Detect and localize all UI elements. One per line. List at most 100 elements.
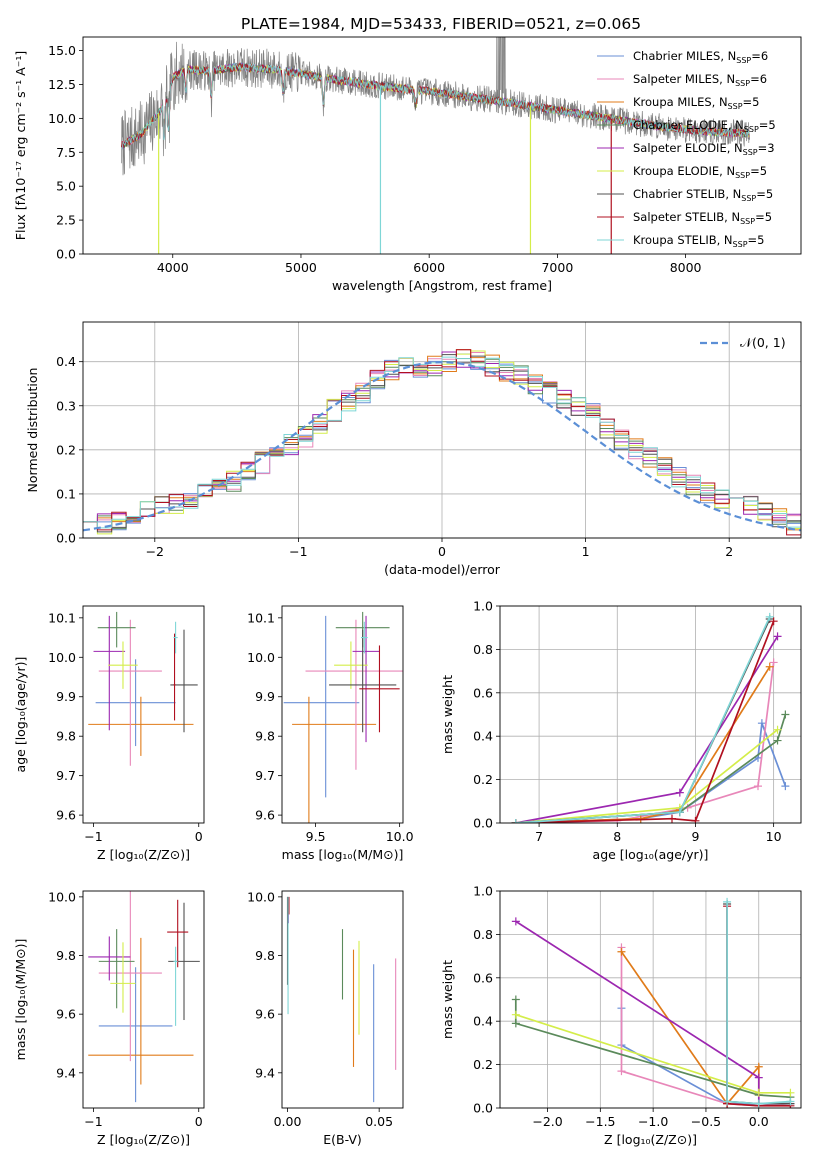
x-tick-label: −1 — [289, 544, 307, 559]
x-tick-label: −2.0 — [532, 1114, 562, 1129]
y-tick-label: 9.6 — [255, 1007, 275, 1022]
axes-frame — [499, 605, 802, 824]
legend-label: Salpeter STELIB, NSSP=5 — [633, 210, 772, 226]
plus-marker — [668, 814, 676, 823]
plot-area — [511, 612, 790, 823]
plus-marker — [675, 808, 684, 817]
plot-area — [121, 37, 750, 254]
x-tick-label: −1.0 — [638, 1114, 668, 1129]
data-point — [173, 621, 178, 654]
plus-marker — [675, 788, 684, 797]
y-tick-label: 9.9 — [56, 689, 76, 704]
y-axis-label: mass [log₁₀(M/M⊙)] — [13, 939, 28, 1061]
plus-marker — [781, 782, 790, 791]
x-tick-label: −1 — [84, 829, 102, 844]
normal-curve — [83, 360, 801, 532]
data-point — [108, 641, 138, 689]
x-tick-label: −1 — [84, 1114, 102, 1129]
model-spectrum — [121, 62, 750, 150]
plus-marker — [765, 662, 774, 671]
x-tick-label: −0.5 — [691, 1114, 721, 1129]
y-axis-label: mass weight — [440, 675, 455, 754]
chart-residuals: −2 −1 0 1 2 0.0 0.1 0.2 0.3 0.4 (data-model)/error… — [25, 321, 802, 577]
plus-marker — [511, 1019, 520, 1028]
y-tick-label: 0.6 — [473, 685, 493, 700]
x-axis-label: Z [log₁₀(Z/Z⊙)] — [604, 1132, 697, 1147]
y-tick-label: 10.0 — [48, 650, 76, 665]
y-tick-label: 9.4 — [56, 1065, 76, 1080]
y-tick-label: 0.4 — [473, 729, 493, 744]
x-tick-label: 0.0 — [749, 1114, 769, 1129]
data-point — [283, 615, 360, 798]
x-tick-label: −1.5 — [585, 1114, 615, 1129]
x-axis-label: age [log₁₀(age/yr)] — [593, 847, 709, 862]
x-tick-label: 0 — [195, 829, 203, 844]
axes-frame — [499, 890, 802, 1109]
data-point — [88, 696, 194, 756]
plot-area — [286, 896, 397, 1103]
x-tick-label: 9.5 — [306, 829, 326, 844]
legend-label: Chabrier STELIB, NSSP=5 — [633, 187, 773, 203]
y-tick-label: 0.2 — [473, 1057, 493, 1072]
plot-area — [283, 611, 403, 823]
x-axis-label: wavelength [Angstrom, rest frame] — [332, 278, 552, 293]
x-tick-label: 0.05 — [365, 1114, 393, 1129]
y-tick-label: 15.0 — [48, 43, 76, 58]
plus-marker — [754, 782, 762, 791]
y-tick-label: 9.8 — [56, 948, 76, 963]
plot-area — [88, 891, 200, 1103]
plus-marker — [754, 1099, 763, 1108]
data-point — [88, 937, 194, 1085]
plus-marker — [617, 947, 626, 956]
y-tick-label: 0.1 — [56, 486, 76, 501]
y-tick-label: 5.0 — [56, 179, 76, 194]
legend-label: Salpeter MILES, NSSP=6 — [633, 72, 767, 88]
plus-marker — [511, 917, 520, 926]
x-axis-label: Z [log₁₀(Z/Z⊙)] — [97, 847, 190, 862]
y-tick-label: 0.0 — [56, 531, 76, 546]
plus-marker — [754, 1073, 763, 1082]
plot-area — [83, 349, 801, 536]
y-tick-label: 0.0 — [473, 1101, 493, 1116]
chart-mass-vs-Z: −1 0 9.4 9.6 9.8 10.0 Z [log₁₀(Z/Z⊙)] mass [log… — [13, 889, 205, 1147]
y-tick-label: 9.6 — [255, 808, 275, 823]
x-tick-label: 6000 — [413, 260, 445, 275]
plus-marker — [786, 1097, 795, 1106]
data-point — [93, 615, 126, 731]
y-tick-label: 10.1 — [48, 610, 76, 625]
y-tick-label: 12.5 — [48, 77, 76, 92]
y-tick-label: 9.7 — [255, 768, 275, 783]
chart-weight-vs-age: 7 8 9 10 0.0 0.2 0.4 0.6 0.8 1.0 age [log₁₀(age/yr… — [440, 599, 802, 862]
plus-marker — [691, 816, 700, 823]
y-tick-label: 10.0 — [247, 889, 275, 904]
y-tick-label: 9.9 — [255, 689, 275, 704]
data-point — [292, 696, 377, 823]
data-point — [173, 633, 176, 721]
y-axis-label: age [log₁₀(age/yr)] — [13, 657, 28, 773]
plus-marker — [723, 1097, 732, 1106]
data-point — [305, 619, 403, 770]
axes-frame — [82, 890, 205, 1109]
data-point — [329, 629, 397, 733]
y-tick-label: 10.0 — [48, 111, 76, 126]
x-tick-label: 7000 — [541, 260, 573, 275]
y-tick-label: 9.6 — [56, 808, 76, 823]
y-tick-label: 9.8 — [56, 729, 76, 744]
plus-marker — [781, 710, 790, 719]
plus-marker — [773, 736, 782, 745]
data-point — [334, 641, 368, 689]
plus-marker — [754, 1088, 763, 1097]
x-tick-label: −2 — [146, 544, 164, 559]
x-tick-label: 2 — [725, 544, 733, 559]
y-tick-label: 0.3 — [56, 398, 76, 413]
y-tick-label: 0.4 — [473, 1014, 493, 1029]
legend-label: Salpeter ELODIE, NSSP=3 — [633, 141, 775, 157]
y-tick-label: 10.1 — [247, 610, 275, 625]
y-tick-label: 0.8 — [473, 927, 493, 942]
y-axis-label: Normed distribution — [25, 368, 40, 493]
x-tick-label: 8000 — [670, 260, 702, 275]
chart-mass-vs-ebv: 0.00 0.05 9.4 9.6 9.8 10.0 E(B-V) — [247, 889, 404, 1147]
plus-marker — [773, 632, 782, 641]
y-tick-label: 10.0 — [48, 889, 76, 904]
x-tick-label: 5000 — [285, 260, 317, 275]
